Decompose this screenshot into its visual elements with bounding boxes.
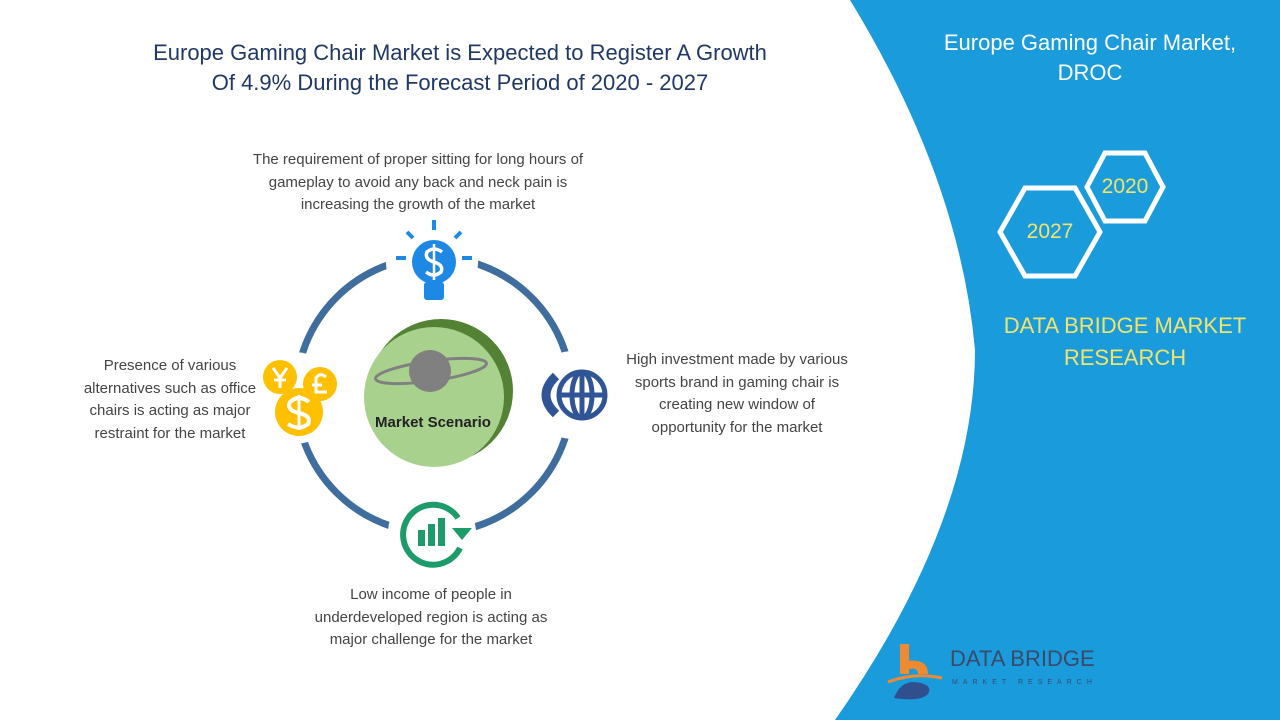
logo-sub: MARKET RESEARCH xyxy=(952,679,1097,686)
brand-text: DATA BRIDGE MARKET RESEARCH xyxy=(980,310,1270,374)
logo: DATA BRIDGE MARKET RESEARCH xyxy=(884,640,1114,704)
phone-globe-icon xyxy=(541,369,608,421)
brand-line-1: DATA BRIDGE MARKET xyxy=(1003,313,1247,338)
restraint-left-text: Presence of various alternatives such as… xyxy=(83,357,257,442)
blue-panel xyxy=(835,0,1280,720)
panel-title-line-1: Europe Gaming Chair Market, xyxy=(943,30,1237,55)
panel-title-line-2: DROC xyxy=(1057,60,1123,85)
center-label: Market Scenario xyxy=(375,414,491,431)
driver-top-text: The requirement of proper sitting for lo… xyxy=(252,151,584,213)
panel-title: Europe Gaming Chair Market, DROC xyxy=(900,28,1280,88)
planet-icon xyxy=(409,350,451,392)
logo-name: DATA BRIDGE xyxy=(950,646,1095,671)
hex-2020 xyxy=(1084,150,1166,224)
opportunity-right-text: High investment made by various sports b… xyxy=(626,351,848,436)
coins-icon xyxy=(263,360,337,436)
brand-line-2: RESEARCH xyxy=(1063,345,1187,370)
title-line-1: Europe Gaming Chair Market is Expected t… xyxy=(153,40,767,65)
lightbulb-dollar-icon xyxy=(396,220,472,300)
hex-2027 xyxy=(997,185,1103,279)
challenge-bottom-text: Low income of people in underdeveloped r… xyxy=(314,586,548,648)
year-2027: 2027 xyxy=(1026,220,1074,243)
page-title: Europe Gaming Chair Market is Expected t… xyxy=(60,38,860,98)
logo-b-icon xyxy=(887,644,943,700)
growth-chart-icon xyxy=(400,501,472,568)
center-circle xyxy=(364,327,504,467)
title-line-2: Of 4.9% During the Forecast Period of 20… xyxy=(211,70,709,95)
year-2020: 2020 xyxy=(1101,175,1149,198)
